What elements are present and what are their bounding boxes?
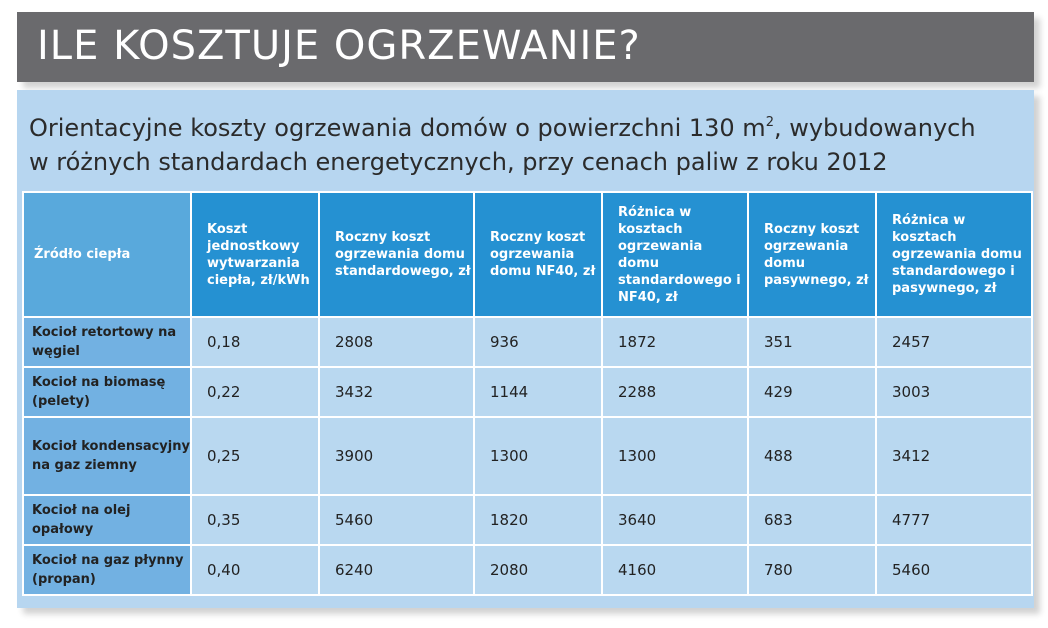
standard-cost-cell: 2808	[318, 316, 475, 368]
standard-cost-cell: 3900	[318, 416, 475, 496]
header-heat-source: Źródło ciepła	[22, 191, 192, 318]
diff-nf40-cell: 4160	[601, 544, 749, 596]
unit-cost-cell: 0,25	[190, 416, 320, 496]
subtitle-line2: w różnych standardach energetycznych, pr…	[29, 148, 888, 176]
diff-nf40-cell: 2288	[601, 366, 749, 418]
unit-cost-cell: 0,18	[190, 316, 320, 368]
table-row: Kocioł na biomasę (pelety) 0,22 3432 114…	[22, 366, 1033, 418]
standard-cost-cell: 5460	[318, 494, 475, 546]
heat-source-cell: Kocioł kondensacyjny na gaz ziemny	[22, 416, 192, 496]
table-row: Kocioł na gaz płynny (propan) 0,40 6240 …	[22, 544, 1033, 596]
header-nf40-cost: Roczny koszt ogrzewania domu NF40, zł	[473, 191, 603, 318]
header-passive-cost: Roczny koszt ogrzewania domu pasywnego, …	[747, 191, 877, 318]
header-standard-cost: Roczny koszt ogrzewania domu standardowe…	[318, 191, 475, 318]
diff-passive-cell: 5460	[875, 544, 1033, 596]
unit-cost-cell: 0,22	[190, 366, 320, 418]
diff-nf40-cell: 1872	[601, 316, 749, 368]
header-diff-passive: Różnica w kosztach ogrzewania domu stand…	[875, 191, 1033, 318]
passive-cost-cell: 683	[747, 494, 877, 546]
heating-cost-table: Źródło ciepła Koszt jednostkowy wytwarza…	[22, 191, 1033, 596]
table-row: Kocioł na olej opałowy 0,35 5460 1820 36…	[22, 494, 1033, 546]
title-bar: ILE KOSZTUJE OGRZEWANIE?	[17, 12, 1034, 82]
header-diff-nf40: Różnica w kosztach ogrzewania domu stand…	[601, 191, 749, 318]
diff-passive-cell: 2457	[875, 316, 1033, 368]
passive-cost-cell: 488	[747, 416, 877, 496]
table-row: Kocioł retortowy na węgiel 0,18 2808 936…	[22, 316, 1033, 368]
content-panel: Orientacyjne koszty ogrzewania domów o p…	[17, 90, 1034, 608]
diff-passive-cell: 3003	[875, 366, 1033, 418]
diff-passive-cell: 4777	[875, 494, 1033, 546]
heat-source-cell: Kocioł retortowy na węgiel	[22, 316, 192, 368]
nf40-cost-cell: 1300	[473, 416, 603, 496]
heat-source-cell: Kocioł na gaz płynny (propan)	[22, 544, 192, 596]
passive-cost-cell: 351	[747, 316, 877, 368]
header-unit-cost: Koszt jednostkowy wytwarzania ciepła, zł…	[190, 191, 320, 318]
unit-cost-cell: 0,40	[190, 544, 320, 596]
page-title: ILE KOSZTUJE OGRZEWANIE?	[37, 23, 641, 69]
nf40-cost-cell: 1820	[473, 494, 603, 546]
table-header-row: Źródło ciepła Koszt jednostkowy wytwarza…	[22, 191, 1033, 318]
table-row: Kocioł kondensacyjny na gaz ziemny 0,25 …	[22, 416, 1033, 496]
standard-cost-cell: 6240	[318, 544, 475, 596]
nf40-cost-cell: 2080	[473, 544, 603, 596]
subtitle-superscript: 2	[765, 115, 774, 130]
heat-source-cell: Kocioł na olej opałowy	[22, 494, 192, 546]
nf40-cost-cell: 1144	[473, 366, 603, 418]
subtitle-line1-start: Orientacyjne koszty ogrzewania domów o p…	[29, 114, 766, 142]
passive-cost-cell: 780	[747, 544, 877, 596]
diff-nf40-cell: 1300	[601, 416, 749, 496]
diff-passive-cell: 3412	[875, 416, 1033, 496]
unit-cost-cell: 0,35	[190, 494, 320, 546]
heat-source-cell: Kocioł na biomasę (pelety)	[22, 366, 192, 418]
standard-cost-cell: 3432	[318, 366, 475, 418]
passive-cost-cell: 429	[747, 366, 877, 418]
diff-nf40-cell: 3640	[601, 494, 749, 546]
nf40-cost-cell: 936	[473, 316, 603, 368]
subtitle-line1-end: , wybudowanych	[773, 114, 976, 142]
table-description: Orientacyjne koszty ogrzewania domów o p…	[29, 106, 1019, 179]
